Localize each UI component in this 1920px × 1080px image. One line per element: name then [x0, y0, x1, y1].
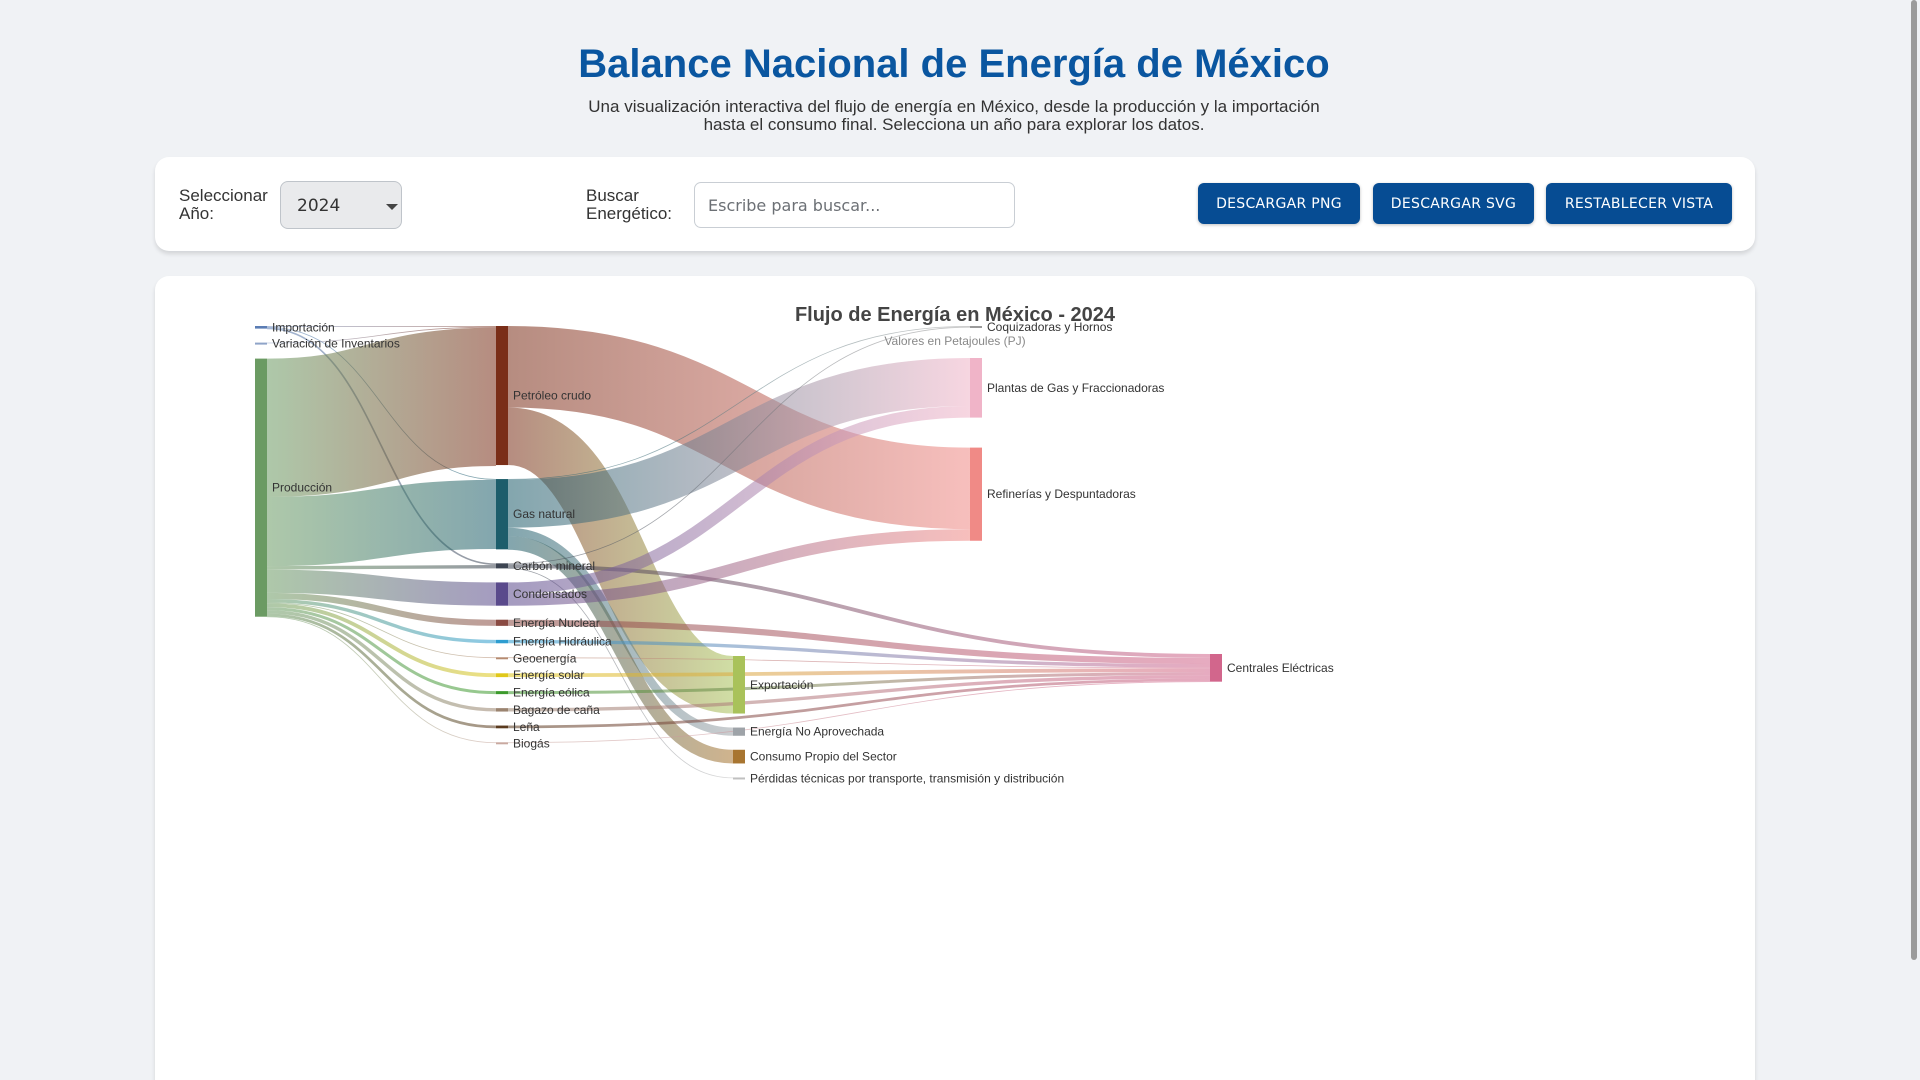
sankey-node-no_aprovechada[interactable] [733, 727, 745, 736]
sankey-label-petroleo: Petróleo crudo [513, 389, 591, 403]
sankey-label-perdidas: Pérdidas técnicas por transporte, transm… [750, 771, 1064, 785]
search-input[interactable] [694, 182, 1015, 228]
sankey-label-lena: Leña [513, 720, 540, 734]
sankey-label-biogas: Biogás [513, 736, 550, 750]
sankey-link-gas-to-consumo_propio[interactable] [507, 536, 734, 764]
sankey-node-refinerias[interactable] [970, 447, 982, 541]
sankey-node-produccion[interactable] [255, 358, 267, 617]
sankey-node-coquizadoras[interactable] [970, 326, 982, 328]
year-select[interactable]: 2024 [280, 181, 402, 229]
reset-view-button[interactable]: Restablecer Vista [1546, 183, 1732, 224]
sankey-label-refinerias: Refinerías y Despuntadoras [987, 487, 1136, 501]
page-title: Balance Nacional de Energía de México [578, 42, 1330, 86]
sankey-link-condensados-to-refinerias[interactable] [507, 529, 971, 606]
sankey-link-gas-to-plantas_gas[interactable] [507, 358, 971, 528]
sankey-link-lena-to-centrales[interactable] [507, 678, 1211, 729]
sankey-label-carbon: Carbón mineral [513, 559, 595, 573]
sankey-link-carbon-to-centrales[interactable] [507, 564, 1211, 658]
page-scrollbar[interactable] [1908, 0, 1920, 1080]
sankey-link-produccion-to-solar[interactable] [266, 603, 497, 678]
sankey-label-gas: Gas natural [513, 507, 575, 521]
sankey-node-carbon[interactable] [496, 563, 508, 569]
sankey-link-carbon-to-coquizadoras[interactable] [507, 326, 971, 565]
sankey-node-bagazo[interactable] [496, 708, 508, 712]
sankey-label-centrales: Centrales Eléctricas [1227, 661, 1334, 675]
sankey-chart: Flujo de Energía en México - 2024 Valore… [255, 304, 1334, 785]
sankey-node-eolica[interactable] [496, 691, 508, 695]
scrollbar-thumb[interactable] [1911, 0, 1917, 960]
chart-subtitle: Valores en Petajoules (PJ) [884, 334, 1025, 348]
sankey-label-geoenergia: Geoenergía [513, 651, 577, 665]
sankey-link-produccion-to-biogas[interactable] [266, 616, 497, 744]
sankey-link-produccion-to-lena[interactable] [266, 613, 497, 729]
sankey-link-variacion-to-petroleo[interactable] [266, 326, 497, 344]
year-select-value: 2024 [297, 196, 341, 216]
sankey-node-gas[interactable] [496, 479, 508, 550]
chart-title: Flujo de Energía en México - 2024 [795, 304, 1116, 326]
sankey-link-produccion-to-eolica[interactable] [266, 607, 497, 695]
sankey-link-produccion-to-hidraulica[interactable] [266, 599, 497, 644]
sankey-link-geoenergia-to-centrales[interactable] [507, 657, 1211, 669]
sankey-node-centrales[interactable] [1210, 654, 1222, 682]
sankey-node-importacion[interactable] [255, 326, 267, 329]
sankey-label-consumo_propio: Consumo Propio del Sector [750, 750, 897, 764]
sankey-label-plantas_gas: Plantas de Gas y Fraccionadoras [987, 381, 1164, 395]
year-label: Seleccionar Año: [179, 186, 268, 223]
sankey-label-produccion: Producción [272, 481, 332, 495]
sankey-node-consumo_propio[interactable] [733, 749, 745, 764]
sankey-label-no_aprovechada: Energía No Aprovechada [750, 725, 884, 739]
sankey-link-hidraulica-to-centrales[interactable] [507, 639, 1211, 668]
page-subtitle: Una visualización interactiva del flujo … [588, 97, 1320, 134]
sankey-label-variacion: Variación de Inventarios [272, 337, 400, 351]
chevron-down-icon [386, 204, 398, 210]
sankey-node-exportacion[interactable] [733, 656, 745, 714]
sankey-link-condensados-to-plantas_gas[interactable] [507, 405, 971, 595]
sankey-node-petroleo[interactable] [496, 326, 508, 466]
sankey-node-solar[interactable] [496, 673, 508, 678]
sankey-link-produccion-to-geoenergia[interactable] [266, 602, 497, 659]
sankey-link-nuclear-to-centrales[interactable] [507, 619, 1211, 665]
sankey-node-variacion[interactable] [255, 342, 267, 345]
sankey-label-coquizadoras: Coquizadoras y Hornos [987, 320, 1112, 334]
sankey-nodes [255, 326, 1222, 780]
sankey-labels: Importación Variación de Inventarios Produ… [272, 320, 1334, 785]
sankey-label-importacion: Importación [272, 320, 335, 334]
sankey-link-produccion-to-nuclear[interactable] [266, 592, 497, 626]
search-label: Buscar Energético: [586, 186, 672, 223]
sankey-link-petroleo-to-exportacion[interactable] [505, 407, 736, 714]
sankey-link-produccion-to-petroleo[interactable] [266, 327, 497, 497]
controls-panel: Seleccionar Año: 2024 Buscar Energético:… [155, 157, 1755, 251]
sankey-links [266, 326, 1211, 779]
sankey-link-produccion-to-gas[interactable] [266, 479, 497, 567]
sankey-label-eolica: Energía eólica [513, 686, 590, 700]
sankey-link-biogas-to-centrales[interactable] [507, 681, 1211, 744]
sankey-node-condensados[interactable] [496, 582, 508, 606]
sankey-link-bagazo-to-centrales[interactable] [507, 675, 1211, 712]
sankey-node-plantas_gas[interactable] [970, 358, 982, 418]
sankey-label-solar: Energía solar [513, 668, 584, 682]
sankey-node-perdidas[interactable] [733, 777, 745, 780]
sankey-node-hidraulica[interactable] [496, 639, 508, 644]
sankey-link-produccion-to-carbon[interactable] [266, 564, 497, 570]
sankey-link-solar-to-centrales[interactable] [507, 668, 1211, 678]
sankey-label-condensados: Condensados [513, 587, 587, 601]
sankey-link-produccion-to-condensados[interactable] [266, 569, 497, 606]
sankey-label-nuclear: Energía Nuclear [513, 616, 600, 630]
sankey-node-geoenergia[interactable] [496, 657, 508, 660]
sankey-label-bagazo: Bagazo de caña [513, 703, 600, 717]
sankey-link-eolica-to-centrales[interactable] [507, 672, 1211, 695]
sankey-node-nuclear[interactable] [496, 619, 508, 626]
sankey-link-gas-to-coquizadoras[interactable] [507, 326, 971, 480]
sankey-node-biogas[interactable] [496, 742, 508, 745]
sankey-label-hidraulica: Energía Hidráulica [513, 635, 612, 649]
download-svg-button[interactable]: Descargar SVG [1373, 183, 1534, 224]
download-png-button[interactable]: Descargar PNG [1198, 183, 1360, 224]
sankey-label-exportacion: Exportación [750, 678, 813, 692]
sankey-node-lena[interactable] [496, 725, 508, 729]
sankey-link-produccion-to-bagazo[interactable] [266, 610, 497, 712]
page-header: Balance Nacional de Energía de México Un… [0, 34, 1908, 134]
chart-card: Flujo de Energía en México - 2024 Valore… [155, 276, 1755, 1080]
